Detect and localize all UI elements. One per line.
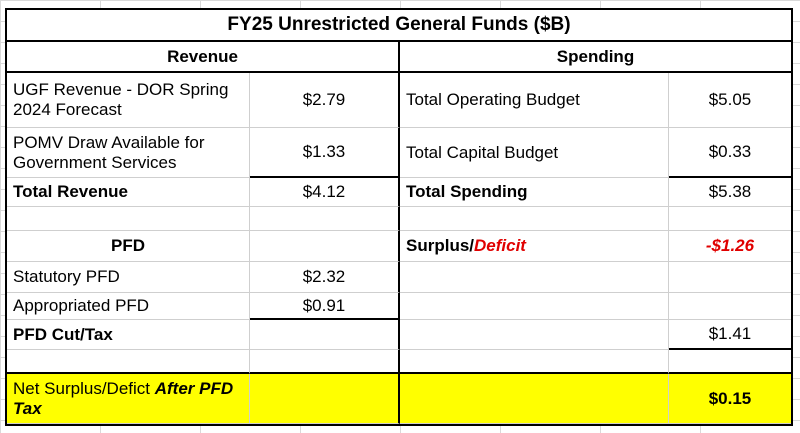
total-revenue-label[interactable]: Total Revenue	[7, 178, 250, 207]
blank-cell[interactable]	[250, 350, 400, 374]
pomv-draw-label[interactable]: POMV Draw Available for Government Servi…	[7, 128, 250, 178]
net-surplus-label[interactable]: Net Surplus/Defict After PFD Tax	[7, 374, 250, 424]
appropriated-pfd-value[interactable]: $0.91	[250, 293, 400, 320]
blank-cell[interactable]	[400, 262, 669, 293]
general-funds-table: FY25 Unrestricted General Funds ($B) Rev…	[5, 8, 793, 426]
total-spending-value[interactable]: $5.38	[669, 178, 791, 207]
blank-cell[interactable]	[400, 350, 669, 374]
revenue-header[interactable]: Revenue	[7, 42, 400, 73]
capital-budget-value[interactable]: $0.33	[669, 128, 791, 178]
blank-cell[interactable]	[669, 207, 791, 231]
statutory-pfd-value[interactable]: $2.32	[250, 262, 400, 293]
net-surplus-value[interactable]: $0.15	[669, 374, 791, 424]
spending-header[interactable]: Spending	[400, 42, 791, 73]
blank-cell[interactable]	[400, 293, 669, 320]
blank-cell[interactable]	[669, 293, 791, 320]
deficit-text: Deficit	[474, 236, 526, 255]
pfd-section-label[interactable]: PFD	[7, 231, 250, 262]
operating-budget-value[interactable]: $5.05	[669, 73, 791, 128]
blank-cell[interactable]	[250, 207, 400, 231]
total-spending-label[interactable]: Total Spending	[400, 178, 669, 207]
ugf-revenue-label[interactable]: UGF Revenue - DOR Spring 2024 Forecast	[7, 73, 250, 128]
blank-cell[interactable]	[400, 320, 669, 350]
net-label-emphasis: After PFD Tax	[13, 379, 234, 418]
blank-cell[interactable]	[250, 320, 400, 350]
blank-cell[interactable]	[400, 207, 669, 231]
surplus-deficit-value[interactable]: -$1.26	[669, 231, 791, 262]
blank-cell[interactable]	[7, 350, 250, 374]
statutory-pfd-label[interactable]: Statutory PFD	[7, 262, 250, 293]
operating-budget-label[interactable]: Total Operating Budget	[400, 73, 669, 128]
surplus-deficit-label[interactable]: Surplus/Deficit	[400, 231, 669, 262]
total-revenue-value[interactable]: $4.12	[250, 178, 400, 207]
table-title[interactable]: FY25 Unrestricted General Funds ($B)	[7, 10, 791, 42]
net-blank-cell[interactable]	[250, 374, 400, 424]
pfd-cut-tax-label[interactable]: PFD Cut/Tax	[7, 320, 250, 350]
blank-cell[interactable]	[669, 262, 791, 293]
pomv-draw-value[interactable]: $1.33	[250, 128, 400, 178]
blank-cell[interactable]	[669, 350, 791, 374]
net-label-plain: Net Surplus/Defict	[13, 379, 155, 398]
surplus-text: Surplus/	[406, 236, 475, 255]
blank-cell[interactable]	[7, 207, 250, 231]
ugf-revenue-value[interactable]: $2.79	[250, 73, 400, 128]
capital-budget-label[interactable]: Total Capital Budget	[400, 128, 669, 178]
appropriated-pfd-label[interactable]: Appropriated PFD	[7, 293, 250, 320]
pfd-cut-tax-value[interactable]: $1.41	[669, 320, 791, 350]
net-blank-cell[interactable]	[400, 374, 669, 424]
blank-cell[interactable]	[250, 231, 400, 262]
